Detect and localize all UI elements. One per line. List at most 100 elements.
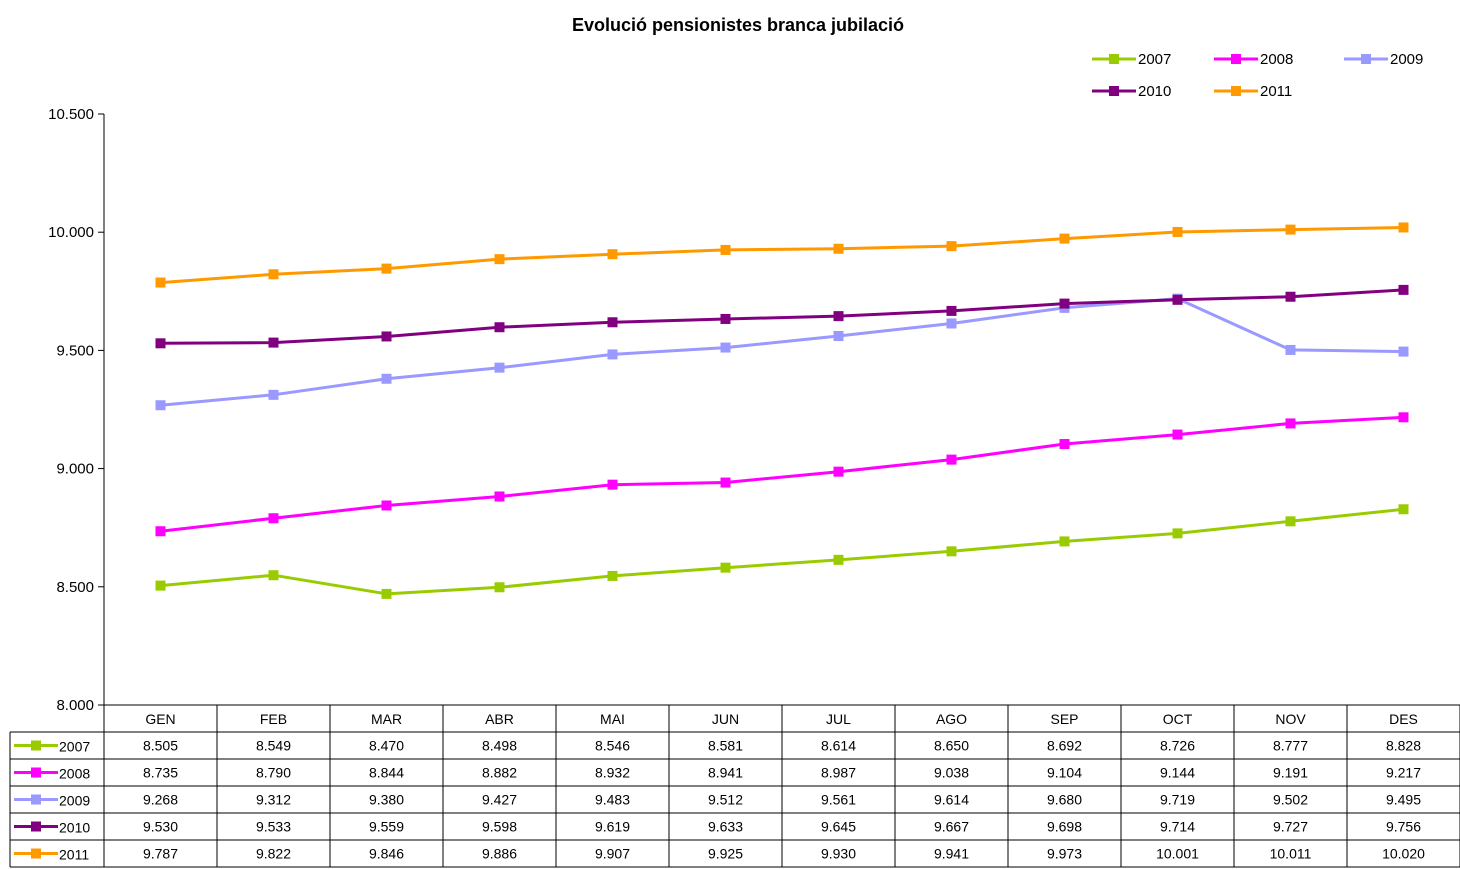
table-series-name: 2008: [59, 766, 90, 782]
data-point: [946, 305, 957, 316]
series-2011: [155, 222, 1409, 288]
table-series-name: 2007: [59, 739, 90, 755]
table-row-2011: 2011 9.787 9.822 9.846 9.886 9.907 9.925 9.930 9…: [14, 846, 1425, 863]
data-label: 9.598: [482, 819, 517, 835]
data-label: 8.546: [595, 738, 630, 754]
data-label: 9.559: [369, 819, 404, 835]
x-tick-label: MAR: [371, 711, 402, 727]
data-point: [720, 313, 731, 324]
data-point: [833, 554, 844, 565]
data-point: [1172, 429, 1183, 440]
data-point: [1398, 222, 1409, 233]
data-label: 9.714: [1160, 819, 1195, 835]
y-tick-label: 9.000: [56, 461, 94, 478]
data-point: [1059, 536, 1070, 547]
data-label: 9.512: [708, 792, 743, 808]
series-line-2011: [160, 226, 1404, 285]
data-point: [381, 263, 392, 274]
data-point: [1059, 298, 1070, 309]
data-label: 9.312: [256, 792, 291, 808]
data-label: 9.619: [595, 819, 630, 835]
data-label: 9.483: [595, 792, 630, 808]
data-point: [494, 254, 505, 265]
data-point: [494, 322, 505, 333]
x-tick-label: JUL: [826, 711, 851, 727]
x-tick-label: AGO: [936, 711, 967, 727]
data-point: [494, 491, 505, 502]
data-label: 8.941: [708, 765, 743, 781]
data-label: 9.502: [1273, 792, 1308, 808]
data-point: [268, 570, 279, 581]
data-point: [946, 546, 957, 557]
data-label: 9.561: [821, 792, 856, 808]
data-label: 8.735: [143, 765, 178, 781]
legend-label: 2009: [1390, 51, 1423, 68]
data-point: [833, 466, 844, 477]
data-label: 10.011: [1270, 846, 1312, 862]
table-legend-marker: [31, 848, 41, 859]
data-point: [1398, 346, 1409, 357]
data-label: 9.191: [1273, 765, 1308, 781]
data-point: [946, 454, 957, 465]
legend-item-2010: 2010: [1092, 83, 1171, 100]
data-point: [1059, 233, 1070, 244]
legend-marker: [1361, 54, 1371, 64]
table-legend-marker: [31, 821, 41, 832]
data-label: 9.846: [369, 846, 404, 862]
chart-title: Evolució pensionistes branca jubilació: [572, 15, 904, 35]
legend-item-2009: 2009: [1344, 51, 1423, 68]
data-point: [720, 244, 731, 255]
data-label: 9.930: [821, 846, 856, 862]
data-point: [381, 500, 392, 511]
data-point: [155, 580, 166, 591]
data-point: [155, 400, 166, 411]
y-tick-label: 9.500: [56, 342, 94, 359]
data-point: [268, 337, 279, 348]
data-point: [155, 526, 166, 537]
legend-item-2008: 2008: [1214, 51, 1293, 68]
series-line-2007: [160, 507, 1404, 596]
data-point: [494, 582, 505, 593]
table-row-2007: 2007 8.505 8.549 8.470 8.498 8.546 8.581 8.614 8…: [14, 738, 1421, 755]
legend-label: 2008: [1260, 51, 1293, 68]
data-point: [155, 277, 166, 288]
data-point: [494, 362, 505, 373]
data-label: 8.692: [1047, 738, 1082, 754]
plot-area: [155, 222, 1409, 599]
data-point: [720, 477, 731, 488]
y-tick-label: 10.000: [48, 224, 94, 241]
data-label: 8.470: [369, 738, 404, 754]
data-label: 9.756: [1386, 819, 1421, 835]
data-point: [381, 588, 392, 599]
y-tick-label: 10.500: [48, 106, 94, 123]
data-point: [833, 311, 844, 322]
data-label: 8.844: [369, 765, 404, 781]
data-label: 8.498: [482, 738, 517, 754]
data-point: [155, 338, 166, 349]
series-2010: [155, 284, 1409, 349]
x-tick-label: NOV: [1275, 711, 1306, 727]
data-label: 9.667: [934, 819, 969, 835]
data-label: 10.001: [1156, 846, 1199, 862]
data-point: [720, 562, 731, 573]
data-point: [268, 389, 279, 400]
data-point: [1285, 418, 1296, 429]
data-label: 8.828: [1386, 738, 1421, 754]
table-row-2009: 2009 9.268 9.312 9.380 9.427 9.483 9.512 9.561 9…: [14, 792, 1421, 809]
data-point: [381, 331, 392, 342]
table-legend-marker: [31, 767, 41, 778]
series-2009: [155, 293, 1409, 411]
data-label: 10.020: [1382, 846, 1425, 862]
data-label: 9.038: [934, 765, 969, 781]
legend-marker: [1231, 86, 1241, 96]
data-point: [1285, 516, 1296, 527]
data-label: 9.698: [1047, 819, 1082, 835]
data-point: [833, 330, 844, 341]
series-line-2010: [160, 288, 1404, 345]
data-point: [607, 479, 618, 490]
data-point: [381, 373, 392, 384]
x-tick-label: MAI: [600, 711, 625, 727]
data-label: 8.882: [482, 765, 517, 781]
data-label: 9.680: [1047, 792, 1082, 808]
data-label: 8.581: [708, 738, 743, 754]
